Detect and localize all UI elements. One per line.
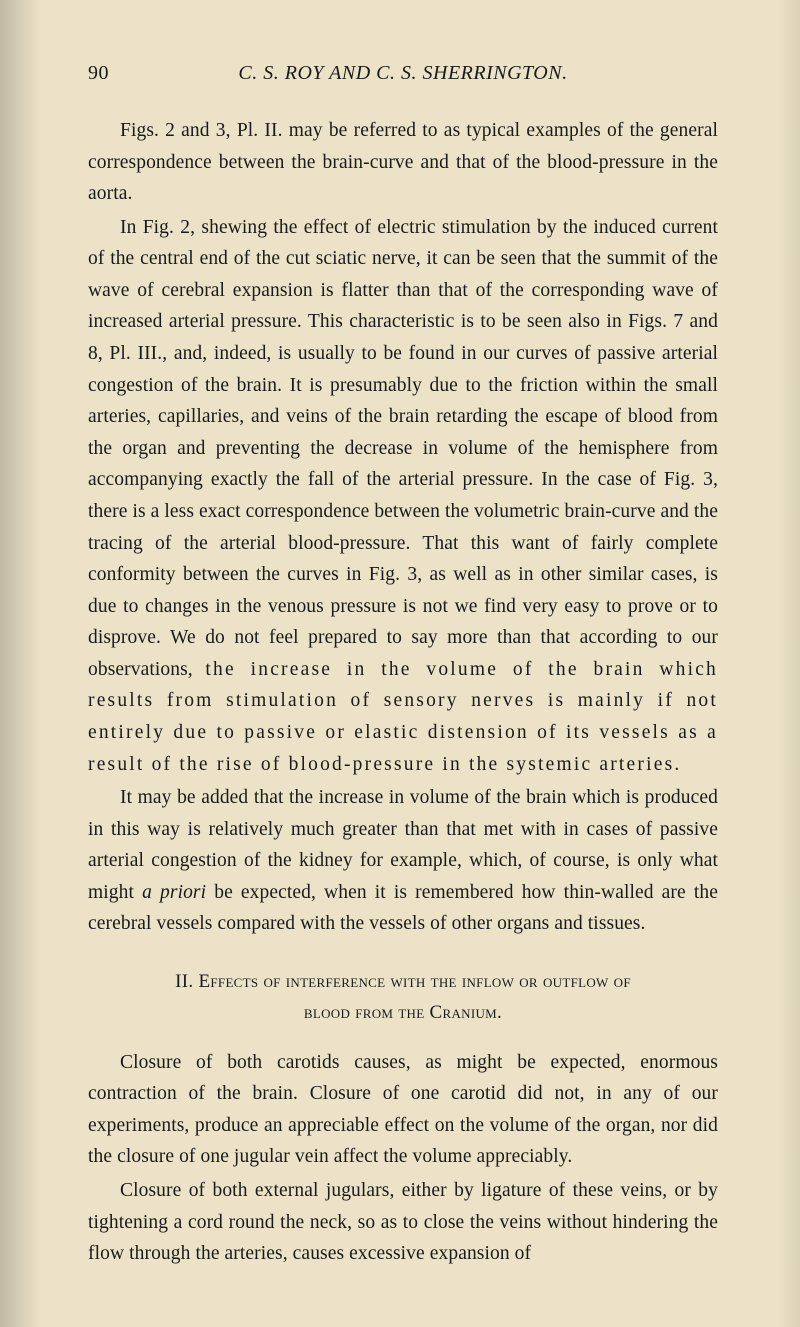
paragraph-2: In Fig. 2, shewing the effect of electri… — [88, 212, 718, 780]
paragraph-3-italic: a priori — [142, 882, 206, 903]
paragraph-4: Closure of both carotids causes, as migh… — [88, 1047, 718, 1173]
running-header: 90 C. S. ROY AND C. S. SHERRINGTON. — [88, 62, 718, 85]
paragraph-1: Figs. 2 and 3, Pl. II. may be referred t… — [88, 115, 718, 210]
page-shadow-left — [0, 0, 40, 1327]
running-title: C. S. ROY AND C. S. SHERRINGTON. — [168, 62, 718, 85]
section-heading-line2: blood from the Cranium. — [88, 997, 718, 1028]
body-text: Figs. 2 and 3, Pl. II. may be referred t… — [88, 115, 718, 1270]
section-heading-line1: II. Effects of interference with the inf… — [88, 966, 718, 997]
page-content: 90 C. S. ROY AND C. S. SHERRINGTON. Figs… — [88, 62, 718, 1272]
paragraph-3: It may be added that the increase in vol… — [88, 782, 718, 940]
page-number: 90 — [88, 62, 168, 85]
paragraph-2-normal: In Fig. 2, shewing the effect of electri… — [88, 217, 718, 680]
page-shadow-right — [778, 0, 800, 1327]
section-heading: II. Effects of interference with the inf… — [88, 966, 718, 1029]
paragraph-5: Closure of both external jugulars, eithe… — [88, 1175, 718, 1270]
